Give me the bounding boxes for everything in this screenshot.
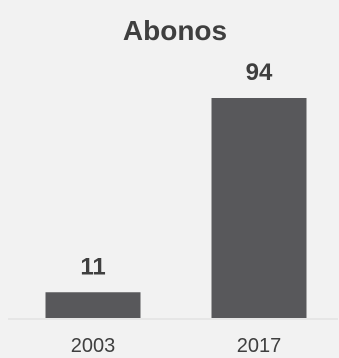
data-label-2017: 94 xyxy=(246,59,273,86)
x-tick-label-2003: 2003 xyxy=(71,335,116,357)
plot-area: 11 2003 94 2017 xyxy=(45,59,307,357)
x-tick-label-2017: 2017 xyxy=(237,335,282,357)
bar-2017 xyxy=(211,98,307,318)
bar-2003 xyxy=(45,292,141,318)
chart-title: Abonos xyxy=(123,15,227,46)
data-label-2003: 11 xyxy=(80,253,105,280)
